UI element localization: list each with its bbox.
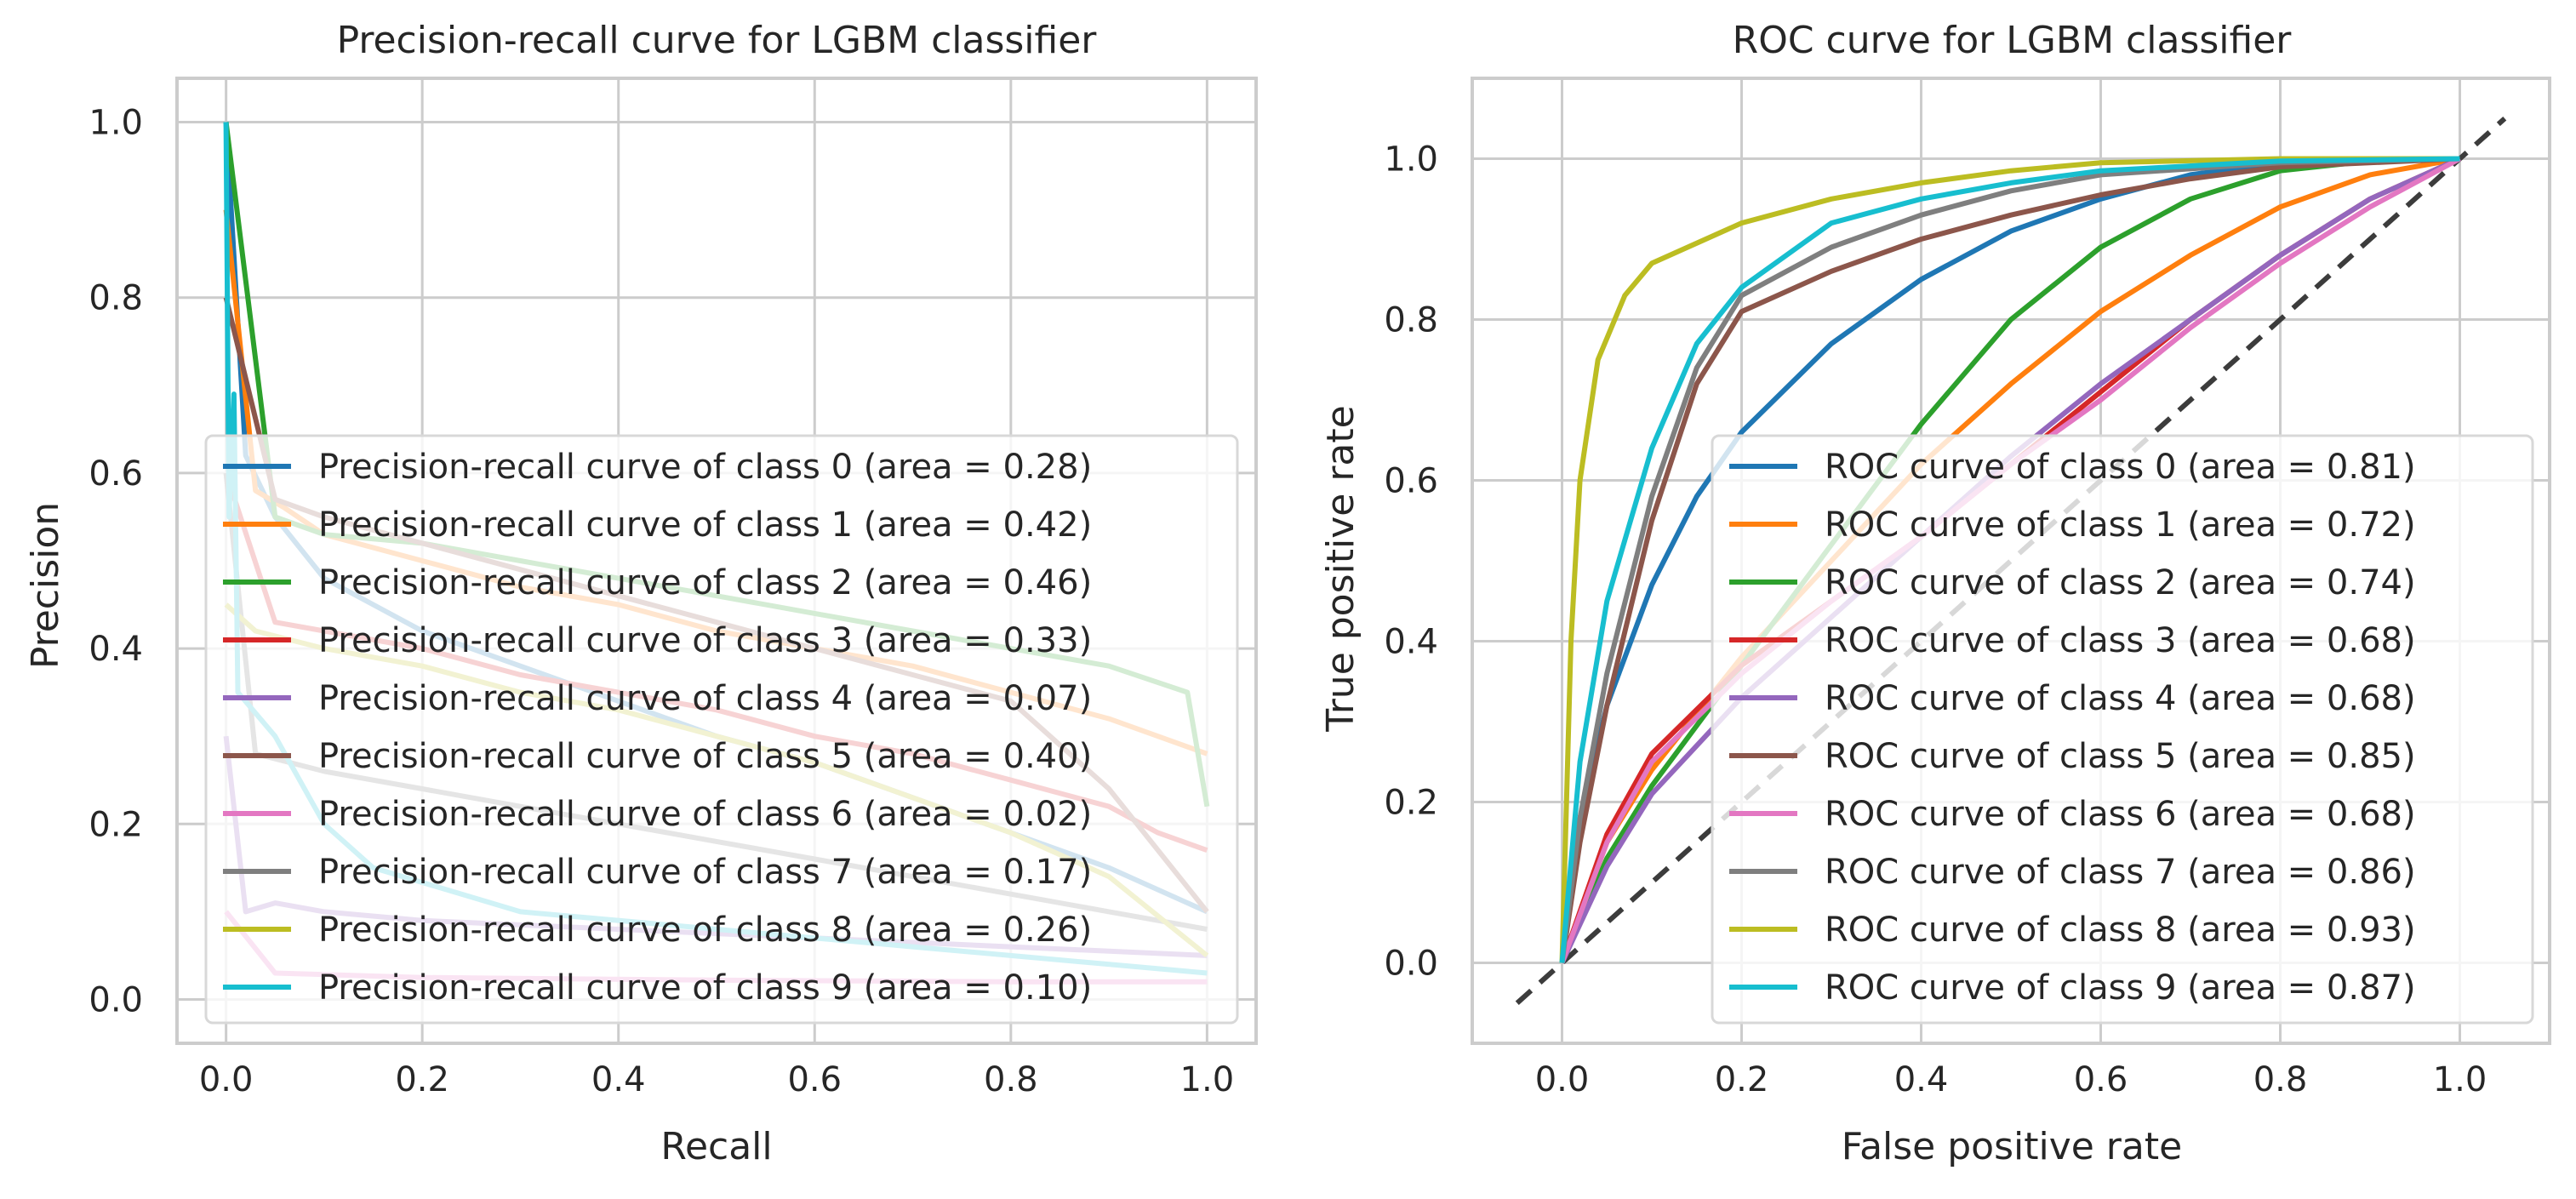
y-tick-label: 0.2 bbox=[89, 805, 143, 844]
x-tick-label: 0.2 bbox=[395, 1060, 449, 1099]
x-tick-label: 1.0 bbox=[1180, 1060, 1235, 1099]
x-tick-label: 0.8 bbox=[984, 1060, 1038, 1099]
x-tick-label: 0.4 bbox=[1894, 1060, 1949, 1099]
series-line-class-7 bbox=[1559, 156, 2460, 963]
legend-label: Precision-recall curve of class 1 (area … bbox=[318, 505, 1092, 545]
series-line-class-9 bbox=[1559, 156, 2460, 963]
x-tick-label: 0.2 bbox=[1715, 1060, 1769, 1099]
x-tick-label: 0.0 bbox=[199, 1060, 254, 1099]
y-axis-label: Precision bbox=[24, 502, 67, 669]
legend-label: Precision-recall curve of class 0 (area … bbox=[318, 448, 1092, 487]
legend-label: ROC curve of class 6 (area = 0.68) bbox=[1825, 795, 2416, 834]
legend-box bbox=[1711, 434, 2534, 1025]
x-tick-label: 0.6 bbox=[2074, 1060, 2128, 1099]
legend: ROC curve of class 0 (area = 0.81) ROC cu… bbox=[1711, 434, 2534, 1025]
precision-recall-chart: Precision-recall curve for LGBM classifi… bbox=[24, 19, 1258, 1168]
y-tick-label: 0.8 bbox=[1384, 301, 1438, 340]
legend-label: ROC curve of class 0 (area = 0.81) bbox=[1825, 448, 2416, 487]
legend-label: ROC curve of class 8 (area = 0.93) bbox=[1825, 911, 2416, 950]
y-tick-label: 0.6 bbox=[89, 454, 143, 494]
y-tick-label: 0.2 bbox=[1384, 784, 1438, 823]
y-tick-label: 0.0 bbox=[89, 980, 143, 1019]
diagonal-reference-line bbox=[1515, 117, 2507, 1005]
y-tick-label: 0.4 bbox=[89, 630, 143, 669]
legend-label: Precision-recall curve of class 9 (area … bbox=[318, 968, 1092, 1008]
legend-label: ROC curve of class 2 (area = 0.74) bbox=[1825, 563, 2416, 602]
y-axis-label: True positive rate bbox=[1319, 405, 1362, 732]
x-tick-label: 0.6 bbox=[787, 1060, 842, 1099]
chart-title: ROC curve for LGBM classifier bbox=[1733, 19, 2293, 62]
x-tick-label: 1.0 bbox=[2433, 1060, 2487, 1099]
x-axis-label: False positive rate bbox=[1842, 1125, 2182, 1168]
plot-frame bbox=[175, 77, 1258, 1045]
legend-label: Precision-recall curve of class 2 (area … bbox=[318, 563, 1092, 602]
roc-chart: ROC curve for LGBM classifier False posi… bbox=[1319, 19, 2551, 1168]
x-tick-label: 0.4 bbox=[591, 1060, 646, 1099]
legend-label: ROC curve of class 4 (area = 0.68) bbox=[1825, 679, 2416, 718]
y-tick-label: 0.4 bbox=[1384, 623, 1438, 662]
legend-label: Precision-recall curve of class 7 (area … bbox=[318, 853, 1092, 892]
legend-label: Precision-recall curve of class 5 (area … bbox=[318, 737, 1092, 776]
y-tick-label: 0.6 bbox=[1384, 462, 1438, 501]
legend-box bbox=[204, 434, 1239, 1025]
y-tick-label: 1.0 bbox=[89, 104, 143, 143]
series-line-class-1 bbox=[1559, 156, 2461, 964]
y-tick-label: 1.0 bbox=[1384, 140, 1438, 180]
y-tick-label: 0.8 bbox=[89, 279, 143, 318]
series-line-class-5 bbox=[1559, 156, 2460, 963]
x-axis-label: Recall bbox=[660, 1125, 772, 1168]
y-tick-label: 0.0 bbox=[1384, 945, 1438, 984]
series-line-class-8 bbox=[1559, 156, 2460, 963]
series-group bbox=[1515, 117, 2507, 1005]
legend-label: ROC curve of class 7 (area = 0.86) bbox=[1825, 853, 2416, 892]
plot-frame bbox=[1471, 77, 2551, 1045]
legend-label: ROC curve of class 3 (area = 0.68) bbox=[1825, 621, 2416, 660]
legend-label: Precision-recall curve of class 6 (area … bbox=[318, 795, 1092, 834]
x-tick-label: 0.8 bbox=[2253, 1060, 2308, 1099]
legend-label: Precision-recall curve of class 4 (area … bbox=[318, 679, 1092, 718]
x-tick-label: 0.0 bbox=[1535, 1060, 1590, 1099]
legend: Precision-recall curve of class 0 (area … bbox=[204, 434, 1239, 1025]
chart-title: Precision-recall curve for LGBM classifi… bbox=[337, 19, 1098, 62]
legend-label: ROC curve of class 1 (area = 0.72) bbox=[1825, 505, 2416, 545]
legend-label: ROC curve of class 9 (area = 0.87) bbox=[1825, 968, 2416, 1008]
series-line-class-2 bbox=[1559, 156, 2460, 964]
legend-label: Precision-recall curve of class 8 (area … bbox=[318, 911, 1092, 950]
legend-label: ROC curve of class 5 (area = 0.85) bbox=[1825, 737, 2416, 776]
legend-label: Precision-recall curve of class 3 (area … bbox=[318, 621, 1092, 660]
